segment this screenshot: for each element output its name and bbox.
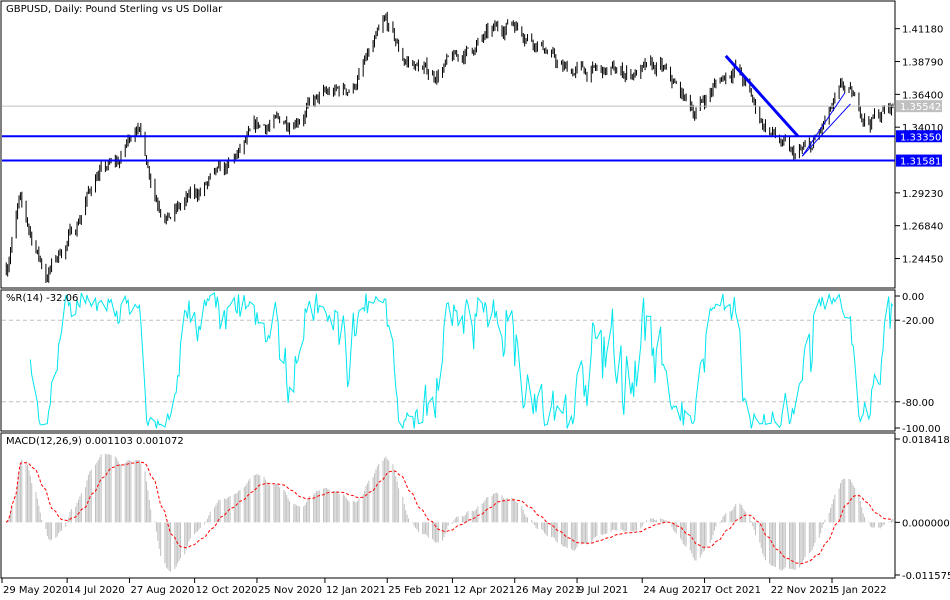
price-axis: 1.41180 1.38790 1.36400 1.34010 1.29230 1.268… (895, 25, 943, 266)
wpr-line (29, 292, 894, 430)
trendlines (724, 54, 851, 157)
trendline[interactable] (801, 92, 846, 157)
date-tick-label: 22 Nov 2021 (771, 585, 835, 596)
macd-panel-frame (0, 432, 896, 579)
wpr-tick-label: 0.00 (902, 292, 924, 303)
price-tick-label: 1.24450 (902, 255, 943, 266)
date-tick-label: 29 May 2020 (3, 585, 68, 596)
trendline[interactable] (724, 54, 800, 138)
date-tick-label: 25 Nov 2020 (258, 585, 322, 596)
date-tick-label: 5 Jan 2022 (833, 585, 887, 596)
price-panel: 1.41180 1.38790 1.36400 1.34010 1.29230 1.268… (0, 0, 943, 289)
macd-panel: 0.018418 0.000000 -0.011575 MACD(12,26,9) … (0, 432, 950, 582)
date-tick-label: 27 Aug 2020 (130, 585, 194, 596)
date-tick-label: 7 Oct 2021 (706, 585, 761, 596)
date-tick-label: 26 May 2021 (516, 585, 581, 596)
date-tick-label: 25 Feb 2021 (388, 585, 450, 596)
current-price-tag-bg (896, 100, 942, 113)
price-tick-label: 1.38790 (902, 58, 943, 69)
date-tick-label: 12 Apr 2021 (453, 585, 515, 596)
horizontal-lines (2, 105, 895, 162)
price-tick-label: 1.26840 (902, 222, 943, 233)
price-panel-frame (0, 0, 896, 289)
price-tick-label: 1.36400 (902, 90, 943, 101)
macd-signal-line (5, 461, 893, 565)
date-tick-label: 24 Aug 2021 (643, 585, 707, 596)
current-price-tag: 1.35542 (900, 102, 941, 113)
line-price-tag-bg (896, 130, 942, 143)
macd-tick-label: 0.000000 (902, 518, 950, 529)
wpr-tick-label: -100.00 (902, 424, 941, 435)
macd-tick-label: -0.011575 (902, 571, 950, 582)
date-tick-label: 12 Jan 2021 (326, 585, 386, 596)
macd-title: MACD(12,26,9) 0.001103 0.001072 (6, 436, 184, 447)
price-tick-label: 1.41180 (902, 25, 943, 36)
price-tick-label: 1.29230 (902, 189, 943, 200)
line-price-tag: 1.33350 (900, 132, 941, 143)
wpr-tick-label: -20.00 (902, 316, 934, 327)
wpr-title: %R(14) -32.06 (6, 293, 78, 304)
line-price-tag: 1.31581 (900, 157, 941, 168)
price-bars (5, 11, 894, 283)
wpr-tick-label: -80.00 (902, 398, 934, 409)
line-price-tag-bg (896, 154, 942, 167)
date-tick-label: 12 Oct 2020 (196, 585, 258, 596)
macd-signal (5, 461, 893, 565)
date-tick-label: 14 Jul 2020 (68, 585, 125, 596)
wpr-axis: 0.00 -20.00 -80.00 -100.00 (895, 292, 941, 435)
wpr-panel-frame (0, 289, 896, 432)
trendline[interactable] (801, 103, 851, 157)
date-tick-label: 9 Jul 2021 (578, 585, 628, 596)
macd-tick-label: 0.018418 (902, 435, 950, 446)
williams-r-panel: 0.00 -20.00 -80.00 -100.00 %R(14) -32.06 (0, 289, 941, 435)
macd-histogram (7, 453, 894, 572)
macd-axis: 0.018418 0.000000 -0.011575 (895, 435, 950, 582)
wpr-series (2, 292, 895, 430)
price-tick-label: 1.34010 (902, 123, 943, 134)
chart-title: GBPUSD, Daily: Pound Sterling vs US Doll… (6, 4, 223, 15)
date-axis: 29 May 2020 14 Jul 2020 27 Aug 2020 12 Oct … (1, 578, 887, 596)
